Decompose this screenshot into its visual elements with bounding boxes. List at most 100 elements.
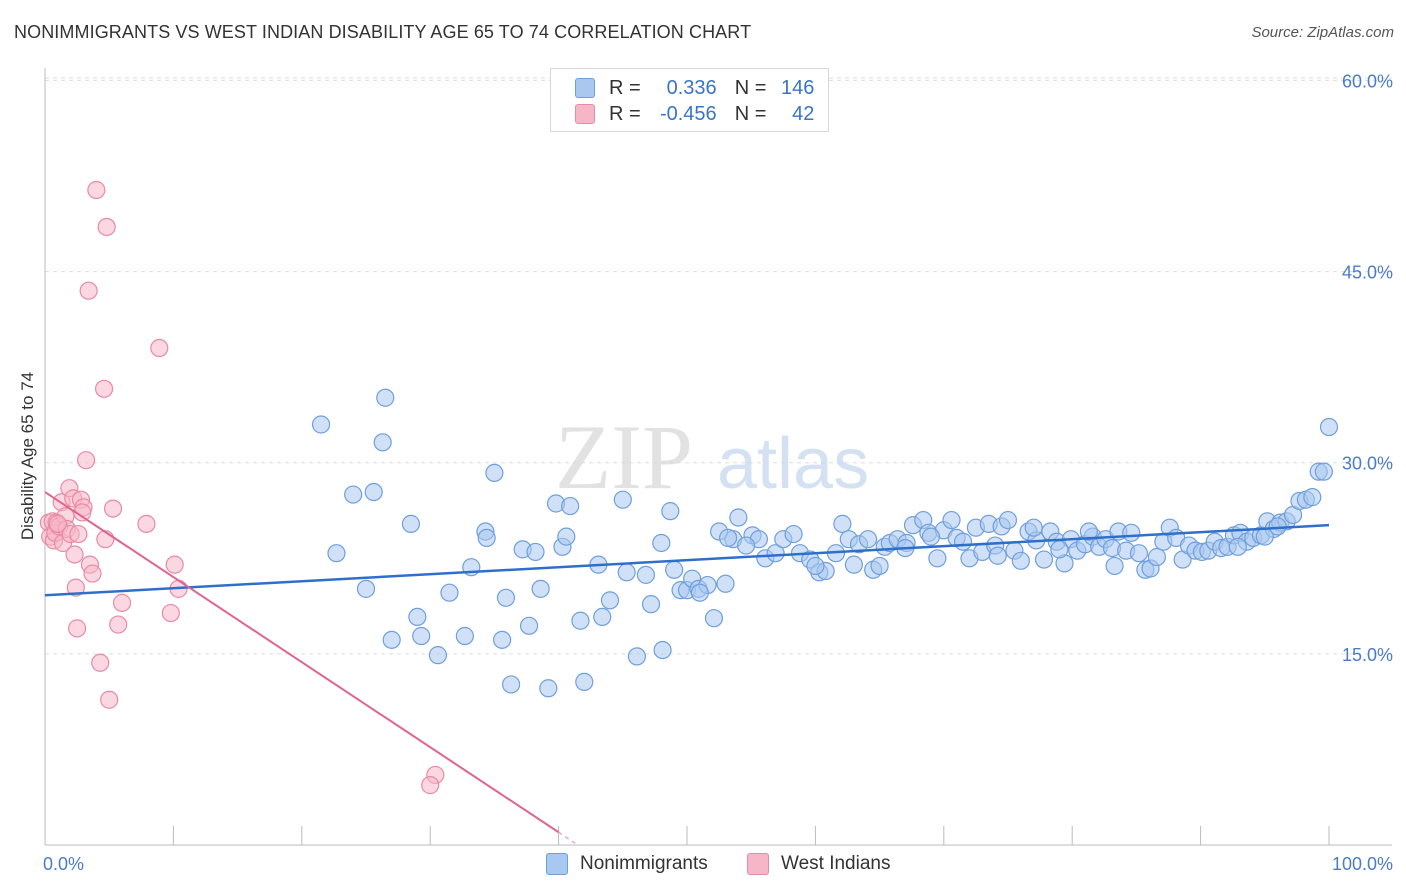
nonimmigrants-point xyxy=(428,646,448,665)
nonimmigrants-point xyxy=(485,463,504,483)
legend-swatch-blue xyxy=(575,78,595,98)
nonimmigrants-point xyxy=(408,607,427,627)
nonimmigrants-point xyxy=(716,574,735,593)
grid-lines xyxy=(45,77,1392,655)
nonimmigrants-point xyxy=(496,588,516,607)
y-tick-label: 60.0% xyxy=(1342,71,1393,91)
source-credit: Source: ZipAtlas.com xyxy=(1251,24,1394,41)
legend-swatch-pink xyxy=(575,104,595,124)
nonimmigrants-point xyxy=(327,544,346,563)
nonimmigrants-point xyxy=(344,485,363,504)
nonimmigrants-point xyxy=(928,549,947,568)
nonimmigrants-point xyxy=(998,510,1018,530)
nonimmigrants-point xyxy=(373,433,392,452)
chart-title: NONIMMIGRANTS VS WEST INDIAN DISABILITY … xyxy=(14,22,752,42)
nonimmigrants-point xyxy=(593,607,612,627)
west-indians-trend-extension xyxy=(558,831,579,846)
nonimmigrants-point xyxy=(1079,522,1098,541)
nonimmigrants-point xyxy=(1129,544,1149,563)
legend-label: West Indians xyxy=(781,853,891,874)
nonimmigrants-point xyxy=(493,630,512,649)
trend-lines xyxy=(44,491,1330,846)
west-indians-point xyxy=(150,338,169,358)
nonimmigrants-point xyxy=(1314,462,1333,481)
nonimmigrants-trend-line xyxy=(44,523,1330,597)
nonimmigrants-point xyxy=(704,609,724,628)
west-indians-point xyxy=(69,524,88,544)
legend-row-west-indians: R = -0.456 N = 42 xyxy=(575,102,814,126)
nonimmigrants-point xyxy=(661,502,680,521)
y-tick-label: 45.0% xyxy=(1342,263,1393,283)
nonimmigrants-point xyxy=(311,415,331,434)
nonimmigrants-point xyxy=(833,514,852,533)
nonimmigrants-point xyxy=(653,640,672,660)
west-indians-point xyxy=(161,603,180,623)
nonimmigrants-point xyxy=(1050,540,1069,559)
nonimmigrants-point xyxy=(921,527,941,546)
west-indians-point xyxy=(66,578,85,597)
legend-item-west-indians: West Indians xyxy=(747,851,890,877)
nonimmigrants-point xyxy=(1303,488,1322,507)
data-points xyxy=(39,180,1339,795)
west-indians-point xyxy=(94,379,114,398)
nonimmigrants-point xyxy=(575,672,594,691)
y-tick-label: 15.0% xyxy=(1342,645,1393,665)
nonimmigrants-point xyxy=(1319,417,1339,437)
nonimmigrants-point xyxy=(539,679,558,698)
west-indians-point xyxy=(109,615,128,634)
west-indians-point xyxy=(112,593,132,612)
y-axis-label: Disability Age 65 to 74 xyxy=(18,372,37,540)
west-indians-point xyxy=(79,281,98,300)
nonimmigrants-point xyxy=(477,528,496,547)
nonimmigrants-point xyxy=(1024,518,1043,537)
legend-n-label: N = xyxy=(734,76,767,99)
legend-r-value: 0.336 xyxy=(666,76,717,99)
west-indians-point xyxy=(91,653,110,672)
nonimmigrants-point xyxy=(718,528,738,547)
west-indians-point xyxy=(73,503,92,522)
nonimmigrants-point xyxy=(356,579,376,598)
nonimmigrants-point xyxy=(665,560,684,579)
nonimmigrants-point xyxy=(376,388,395,407)
west-indians-point xyxy=(137,514,156,533)
watermark: ZIP atlas xyxy=(555,406,869,508)
legend-swatch-pink xyxy=(747,853,769,875)
nonimmigrants-point xyxy=(531,579,550,598)
nonimmigrants-point xyxy=(766,544,785,563)
legend-r-value: -0.456 xyxy=(659,102,717,125)
nonimmigrants-point xyxy=(401,514,421,533)
west-indians-trend-line xyxy=(44,491,560,834)
legend-r-label: R = xyxy=(609,76,641,99)
nonimmigrants-point xyxy=(617,563,636,582)
legend-swatch-blue xyxy=(546,853,568,875)
nonimmigrants-point xyxy=(942,510,961,530)
west-indians-point xyxy=(67,619,87,638)
nonimmigrants-point xyxy=(858,530,878,549)
nonimmigrants-point xyxy=(412,626,431,646)
nonimmigrants-point xyxy=(784,524,803,544)
west-indians-point xyxy=(83,564,102,583)
west-indians-point xyxy=(165,555,184,574)
nonimmigrants-point xyxy=(652,533,671,553)
legend-r-label: R = xyxy=(609,102,641,125)
x-tick-label: 100.0% xyxy=(1332,854,1393,874)
nonimmigrants-point xyxy=(641,595,661,614)
west-indians-point xyxy=(48,514,67,533)
nonimmigrants-point xyxy=(440,583,459,602)
nonimmigrants-point xyxy=(571,611,590,630)
legend-label: Nonimmigrants xyxy=(580,853,708,874)
nonimmigrants-point xyxy=(1011,551,1030,570)
nonimmigrants-point xyxy=(806,556,825,576)
nonimmigrants-point xyxy=(600,591,620,610)
nonimmigrants-point xyxy=(526,542,545,562)
legend-n-value: 42 xyxy=(792,102,815,125)
x-tick-label: 0.0% xyxy=(43,854,84,874)
stats-legend: R = 0.336 N = 146 R = -0.456 N = 42 xyxy=(550,68,829,132)
legend-n-value: 146 xyxy=(781,76,815,99)
legend-item-nonimmigrants: Nonimmigrants xyxy=(546,851,708,877)
nonimmigrants-point xyxy=(501,675,521,694)
nonimmigrants-point xyxy=(1034,550,1054,569)
nonimmigrants-point xyxy=(382,630,401,649)
nonimmigrants-point xyxy=(690,583,709,602)
